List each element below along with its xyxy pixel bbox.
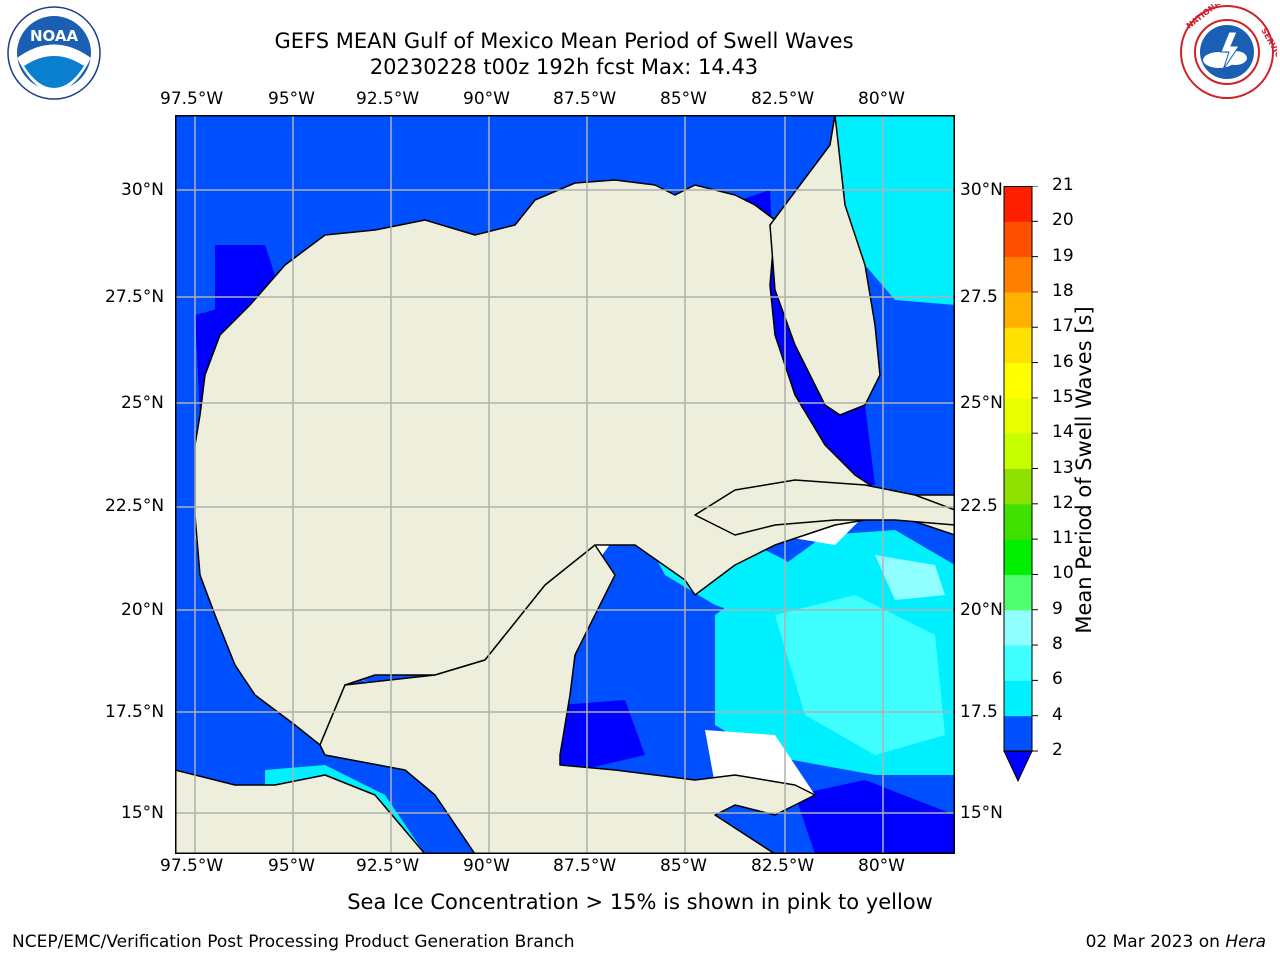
colorbar-tick-label: 2 [1052,740,1063,760]
lon-label-bottom-2: 92.5°W [356,856,420,876]
lat-label-right-3: 22.5 [960,496,998,516]
noaa-logo-text: NOAA [30,27,79,45]
lat-label-left-1: 27.5°N [105,287,165,307]
page-title: GEFS MEAN Gulf of Mexico Mean Period of … [274,29,854,53]
map-svg [174,114,956,855]
colorbar-tick-label: 4 [1052,704,1063,725]
lon-label-bottom-1: 95°W [268,856,315,876]
lat-label-right-6: 15°N [960,803,1003,823]
lon-label-bottom-6: 82.5°W [751,856,815,876]
footer-host: Hera [1225,932,1266,952]
colorbar-segment [1004,433,1032,469]
colorbar-tick-label: 17 [1052,316,1074,337]
colorbar-segment [1004,362,1032,399]
lon-label-top-0: 97.5°W [160,89,224,109]
lon-label-top-6: 82.5°W [751,89,815,109]
lat-label-right-5: 17.5 [960,702,998,722]
colorbar-tick-label: 9 [1052,598,1063,619]
lat-label-left-6: 15°N [121,803,164,823]
colorbar-tick-label: 8 [1052,634,1063,655]
colorbar-segment [1004,715,1032,752]
lat-label-left-4: 20°N [121,600,164,620]
lon-label-top-4: 87.5°W [553,89,617,109]
colorbar-segment [1004,503,1032,540]
lon-label-top-1: 95°W [268,89,315,109]
colorbar-tick-label: 13 [1052,457,1074,478]
colorbar-segment [1004,256,1032,293]
lon-label-top-2: 92.5°W [356,89,420,109]
map-panel [174,114,956,855]
nws-logo: NATIONAL WEATHER SERVICE [1177,0,1280,100]
map-frame [175,115,955,854]
footer-date-text: 02 Mar 2023 on [1085,932,1226,952]
colorbar-segment [1004,397,1032,434]
lon-label-bottom-7: 80°W [858,856,905,876]
lightest-cyan-region [875,555,945,600]
colorbar-segment [1004,468,1032,505]
lon-label-bottom-5: 85°W [660,856,707,876]
lat-label-right-1: 27.5 [960,287,998,307]
page-subtitle: 20230228 t00z 192h fcst Max: 14.43 [369,55,759,79]
lat-label-left-2: 25°N [121,393,164,413]
graticule [175,115,955,854]
lat-label-right-0: 30°N [960,180,1003,200]
colorbar-tick-label: 20 [1052,210,1074,231]
colorbar-tick-label: 6 [1052,669,1063,690]
colorbar-tick-label: 11 [1052,528,1074,549]
lat-label-left-3: 22.5°N [105,496,165,516]
noaa-logo: NOAA [4,6,104,100]
lon-label-bottom-4: 87.5°W [553,856,617,876]
lon-label-bottom-3: 90°W [463,856,510,876]
colorbar-segment [1004,539,1032,575]
colorbar-tick-label: 16 [1052,351,1074,372]
colorbar [1000,185,1040,786]
footer-organization: NCEP/EMC/Verification Post Processing Pr… [12,932,575,952]
lat-label-left-0: 30°N [121,180,164,200]
lon-label-top-3: 90°W [463,89,510,109]
lat-label-left-5: 17.5°N [105,702,165,722]
colorbar-segment [1004,680,1032,717]
colorbar-segment [1004,645,1032,681]
footer-date: 02 Mar 2023 on Hera [1086,932,1266,952]
colorbar-segment [1004,291,1032,328]
colorbar-tick-label: 19 [1052,245,1074,266]
colorbar-extend-arrow [1003,750,1033,783]
lon-label-top-7: 80°W [858,89,905,109]
colorbar-tick-label: 21 [1052,175,1074,195]
lat-label-right-2: 25°N [960,393,1003,413]
lon-label-bottom-0: 97.5°W [160,856,224,876]
colorbar-tick-label: 18 [1052,280,1074,301]
lat-label-right-4: 20°N [960,600,1003,620]
colorbar-segment [1004,609,1032,646]
colorbar-tick-label: 12 [1052,492,1074,513]
colorbar-segment [1004,574,1032,611]
colorbar-tick-label: 15 [1052,386,1074,407]
colorbar-svg [1003,185,1038,783]
sea-ice-caption: Sea Ice Concentration > 15% is shown in … [347,890,933,914]
colorbar-tick-label: 14 [1052,422,1074,443]
colorbar-segment [1004,221,1032,258]
lon-label-top-5: 85°W [660,89,707,109]
colorbar-tick-label: 10 [1052,563,1074,584]
colorbar-segment [1004,327,1032,364]
colorbar-label: Mean Period of Swell Waves [s] [1072,306,1096,634]
colorbar-segment [1004,186,1032,222]
